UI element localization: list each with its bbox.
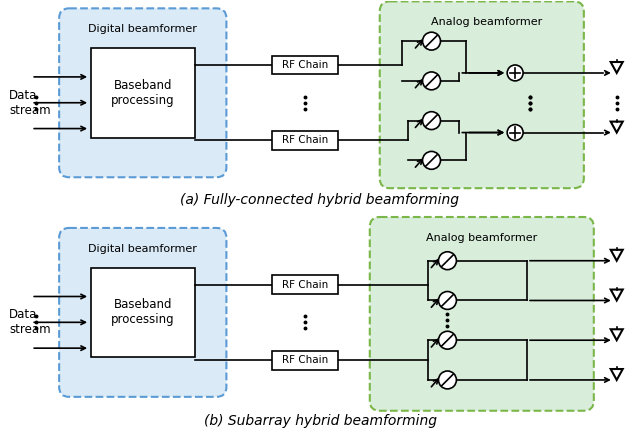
FancyBboxPatch shape xyxy=(91,268,195,357)
Text: RF Chain: RF Chain xyxy=(282,60,328,70)
Text: RF Chain: RF Chain xyxy=(282,279,328,289)
Circle shape xyxy=(438,292,456,309)
FancyBboxPatch shape xyxy=(91,48,195,138)
Text: RF Chain: RF Chain xyxy=(282,355,328,365)
FancyBboxPatch shape xyxy=(59,228,227,397)
FancyBboxPatch shape xyxy=(272,56,338,74)
Text: RF Chain: RF Chain xyxy=(282,135,328,145)
FancyBboxPatch shape xyxy=(272,351,338,369)
Text: Data
stream: Data stream xyxy=(10,89,51,117)
Text: Digital beamformer: Digital beamformer xyxy=(88,24,197,34)
Text: Analog beamformer: Analog beamformer xyxy=(426,233,538,243)
Text: Baseband
processing: Baseband processing xyxy=(111,79,175,107)
Circle shape xyxy=(438,331,456,349)
FancyBboxPatch shape xyxy=(370,217,594,411)
Text: (b) Subarray hybrid beamforming: (b) Subarray hybrid beamforming xyxy=(204,414,436,427)
Circle shape xyxy=(422,72,440,90)
Text: Analog beamformer: Analog beamformer xyxy=(431,17,542,27)
Circle shape xyxy=(507,65,523,81)
Text: Data
stream: Data stream xyxy=(10,308,51,336)
Circle shape xyxy=(422,112,440,130)
Circle shape xyxy=(422,32,440,50)
Circle shape xyxy=(438,371,456,389)
Text: Digital beamformer: Digital beamformer xyxy=(88,244,197,254)
Circle shape xyxy=(507,125,523,141)
Circle shape xyxy=(422,151,440,169)
FancyBboxPatch shape xyxy=(272,275,338,294)
FancyBboxPatch shape xyxy=(380,1,584,188)
Text: Baseband
processing: Baseband processing xyxy=(111,299,175,326)
FancyBboxPatch shape xyxy=(272,131,338,150)
FancyBboxPatch shape xyxy=(59,8,227,177)
Circle shape xyxy=(438,252,456,270)
Text: (a) Fully-connected hybrid beamforming: (a) Fully-connected hybrid beamforming xyxy=(180,193,460,207)
